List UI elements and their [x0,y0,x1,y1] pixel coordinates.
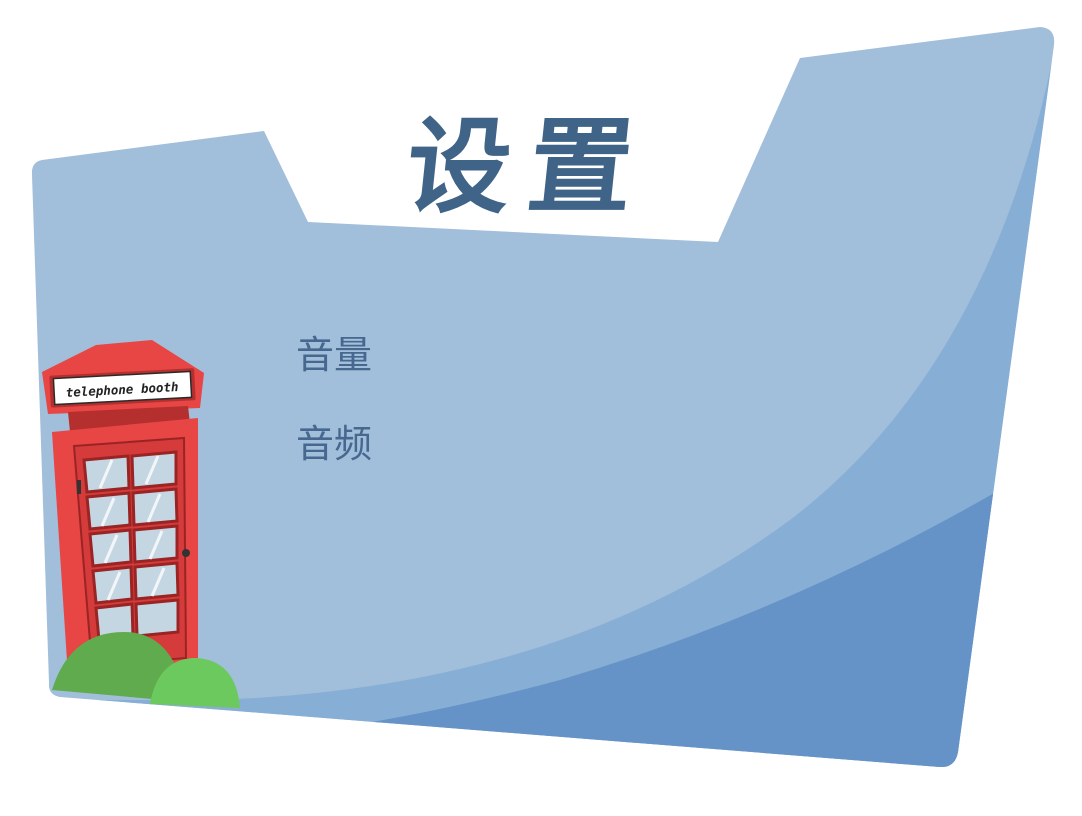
booth-door-hinge [77,480,81,494]
menu-item-audio[interactable]: 音频 [296,422,373,466]
booth-door-handle [182,549,190,557]
telephone-booth: telephone booth [42,340,204,676]
bushes [52,632,240,708]
menu-item-volume[interactable]: 音量 [296,333,373,377]
folder-dark-swoosh [320,440,1055,768]
booth-glass-glare [98,455,166,601]
folder-panel [31,27,1055,768]
booth-sign [52,370,193,406]
page-title: 设置 [400,105,658,228]
bush-light [150,658,240,708]
booth-sign-text: telephone booth [65,379,179,400]
bush-dark [52,632,186,702]
